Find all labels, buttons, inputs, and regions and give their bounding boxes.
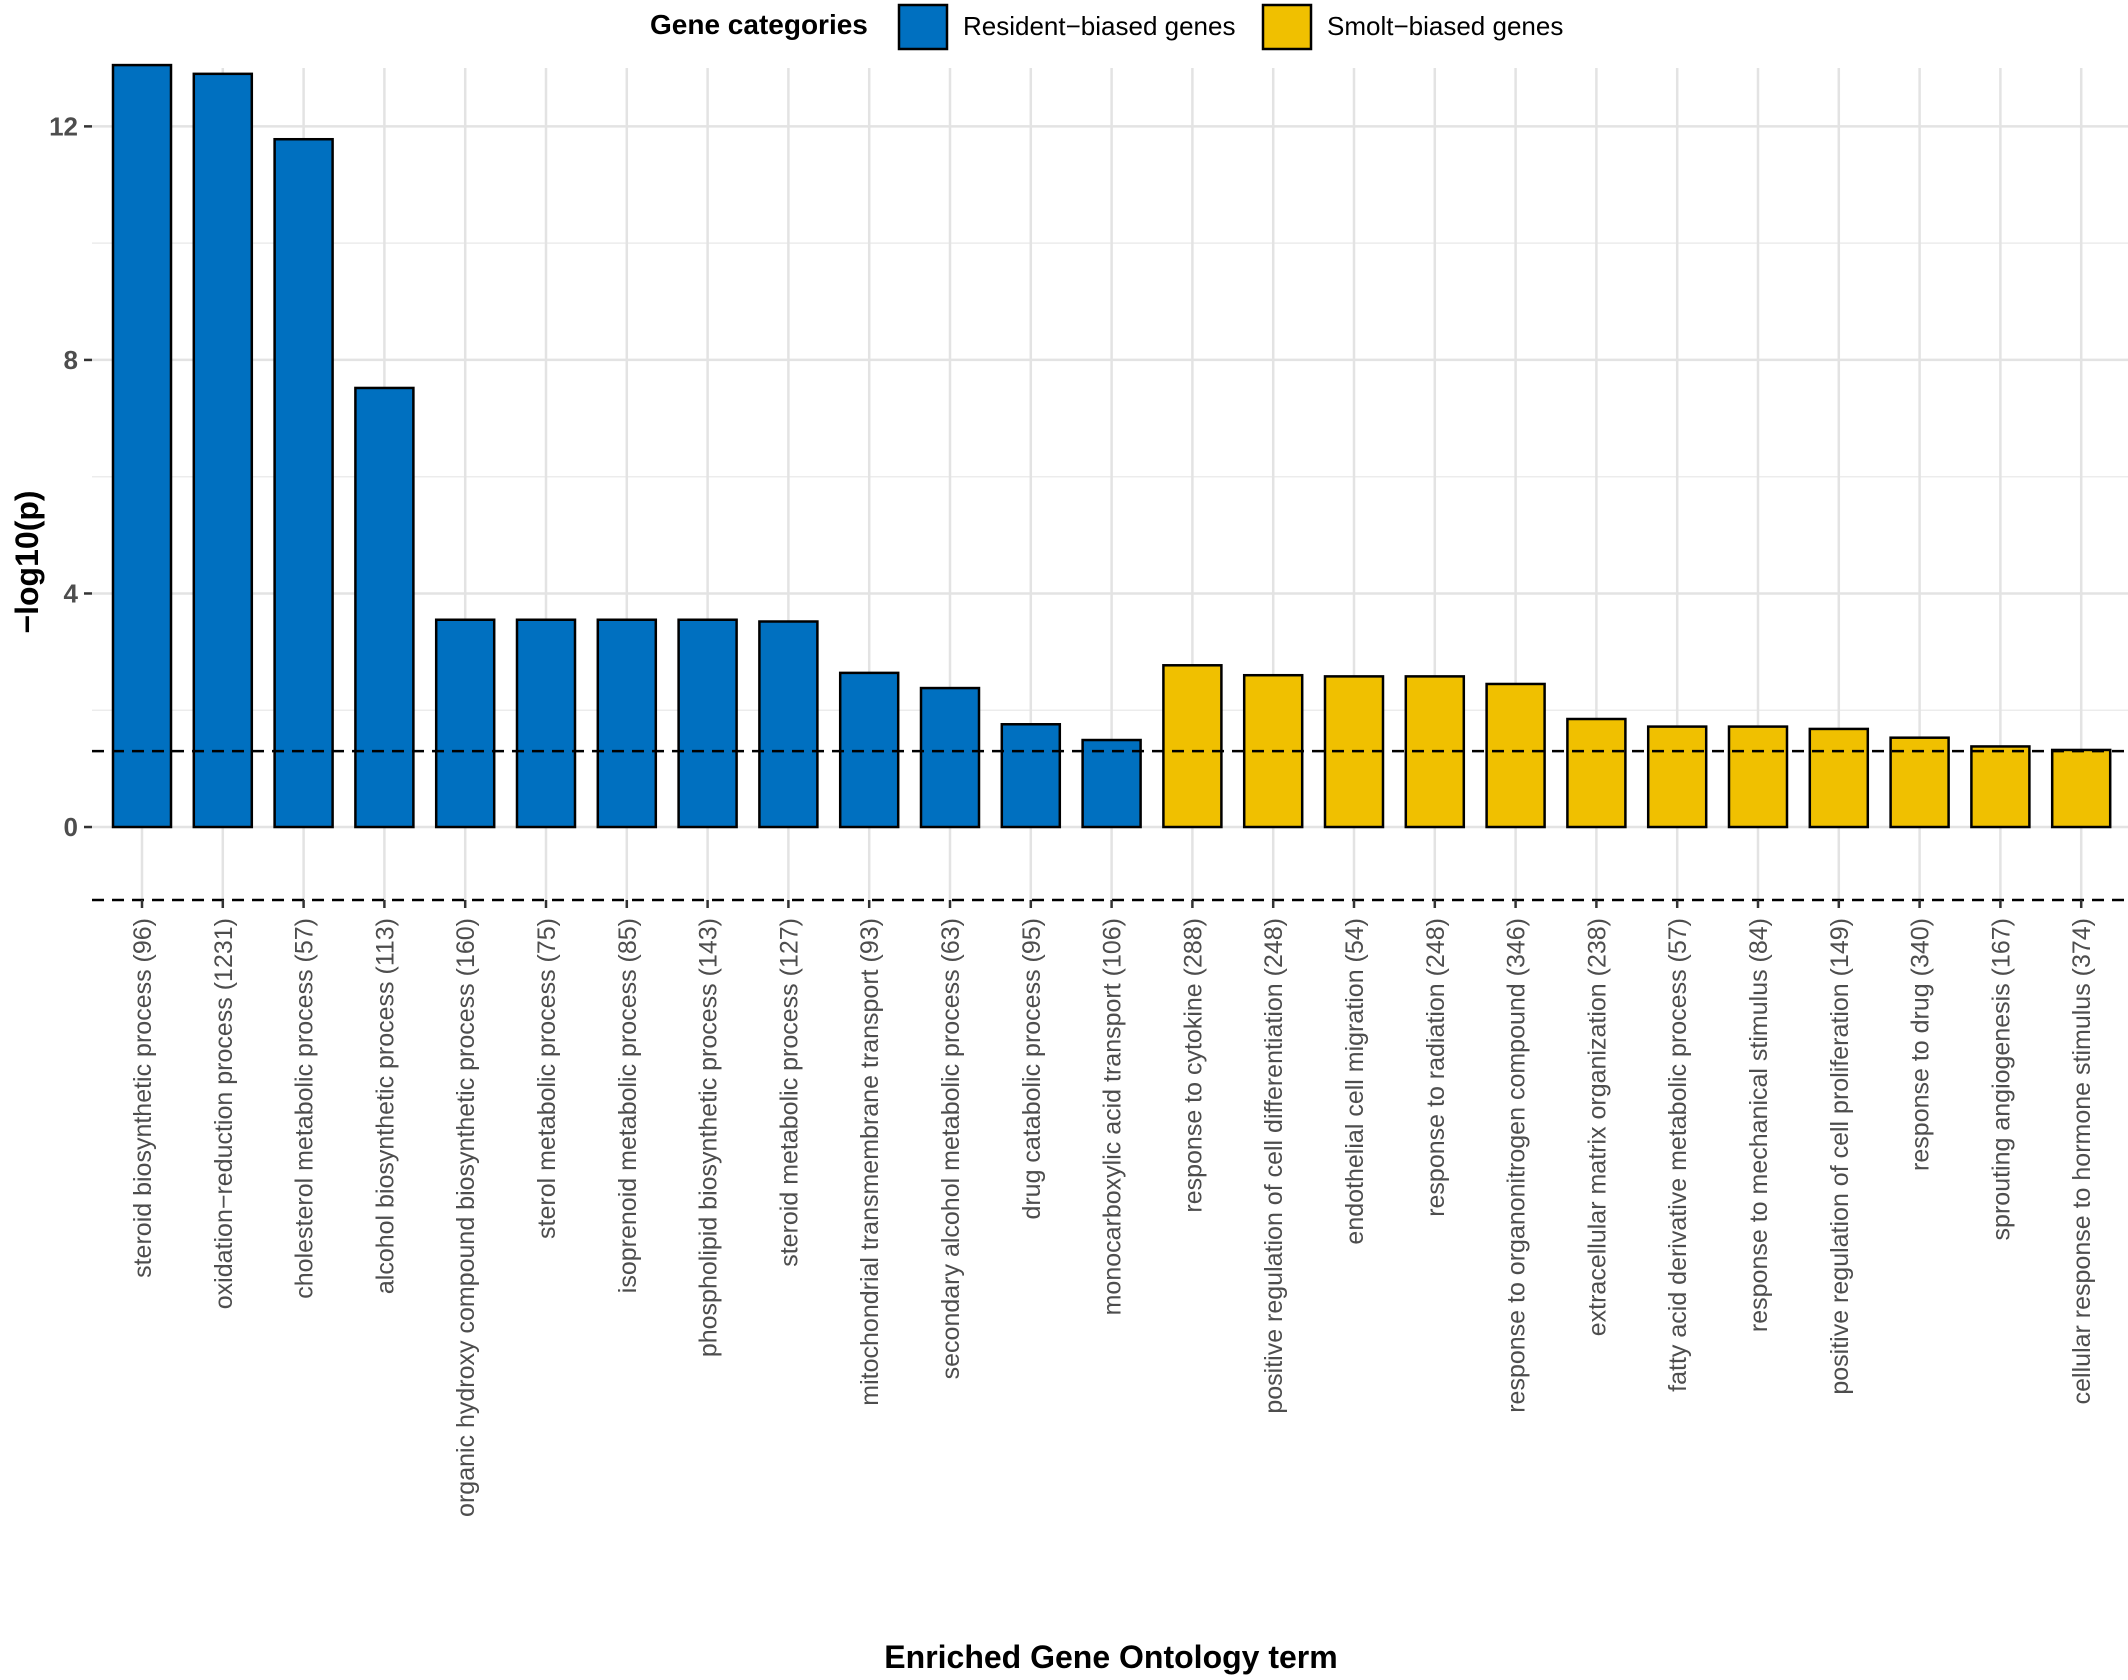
y-axis: 0 4 8 12 [49, 111, 92, 842]
bar [1889, 736, 1950, 829]
y-tick-label: 12 [49, 111, 78, 141]
bar [1000, 723, 1062, 829]
bar [919, 686, 981, 829]
x-tick-label: sterol metabolic process (75) [533, 918, 561, 1239]
y-tick-label: 0 [64, 812, 78, 842]
x-tick-label: monocarboxylic acid transport (106) [1099, 918, 1127, 1315]
x-tick-label: response to cytokine (288) [1179, 918, 1207, 1213]
x-tick-label: steroid metabolic process (127) [775, 918, 803, 1267]
x-axis: steroid biosynthetic process (96) oxidati… [129, 900, 2096, 1517]
x-tick-label: fatty acid derivative metabolic process … [1664, 918, 1692, 1392]
legend-label-resident: Resident−biased genes [963, 11, 1235, 41]
y-tick-label: 4 [64, 578, 79, 608]
x-tick-label: response to organonitrogen compound (346… [1503, 918, 1531, 1413]
bar [1646, 725, 1708, 829]
bar [838, 671, 900, 829]
x-tick-label: alcohol biosynthetic process (113) [371, 918, 399, 1294]
x-tick-label: secondary alcohol metabolic process (63) [937, 918, 965, 1379]
y-tick-label: 8 [64, 345, 78, 375]
x-tick-label: cholesterol metabolic process (57) [291, 918, 319, 1299]
bar [1485, 682, 1546, 829]
x-tick-label: response to radiation (248) [1422, 918, 1450, 1217]
x-tick-label: response to mechanical stimulus (84) [1745, 918, 1773, 1332]
bars [111, 63, 2112, 829]
bar [1970, 745, 2031, 829]
bar [1808, 727, 1870, 829]
bar [1162, 664, 1223, 829]
x-tick-label: drug catabolic process (95) [1018, 918, 1046, 1220]
bar [758, 620, 819, 829]
x-tick-label: cellular response to hormone stimulus (3… [2068, 918, 2096, 1404]
bar [515, 618, 577, 829]
x-tick-label: sprouting angiogenesis (167) [1987, 918, 2015, 1240]
legend-title: Gene categories [650, 9, 868, 40]
bar [677, 618, 738, 829]
x-tick-label: steroid biosynthetic process (96) [129, 918, 157, 1278]
x-tick-label: positive regulation of cell proliferatio… [1826, 918, 1854, 1395]
x-tick-label: response to drug (340) [1907, 918, 1935, 1171]
legend-swatch-smolt [1261, 3, 1313, 51]
bar [111, 63, 173, 829]
bar [273, 137, 334, 829]
bar [2050, 748, 2112, 829]
bar [1566, 717, 1627, 829]
y-axis-title: −log10(p) [9, 490, 45, 633]
bar [434, 618, 496, 829]
x-tick-label: organic hydroxy compound biosynthetic pr… [452, 918, 480, 1517]
bar [596, 618, 658, 829]
bar [354, 386, 415, 829]
x-tick-label: endothelial cell migration (54) [1341, 918, 1369, 1245]
bar [1081, 738, 1142, 829]
x-axis-title: Enriched Gene Ontology term [884, 1639, 1337, 1675]
bar [192, 72, 254, 829]
x-tick-label: oxidation−reduction process (1231) [210, 918, 238, 1309]
legend-swatch-resident [897, 3, 949, 51]
x-tick-label: phospholipid biosynthetic process (143) [695, 918, 723, 1357]
x-tick-label: mitochondrial transmembrane transport (9… [856, 918, 884, 1406]
x-tick-label: isoprenoid metabolic process (85) [614, 918, 642, 1293]
x-tick-label: positive regulation of cell differentiat… [1260, 918, 1288, 1414]
x-tick-label: extracellular matrix organization (238) [1583, 918, 1611, 1336]
bar [1727, 725, 1789, 829]
legend: Gene categories Resident−biased genes Sm… [650, 3, 1563, 51]
legend-label-smolt: Smolt−biased genes [1327, 11, 1563, 41]
